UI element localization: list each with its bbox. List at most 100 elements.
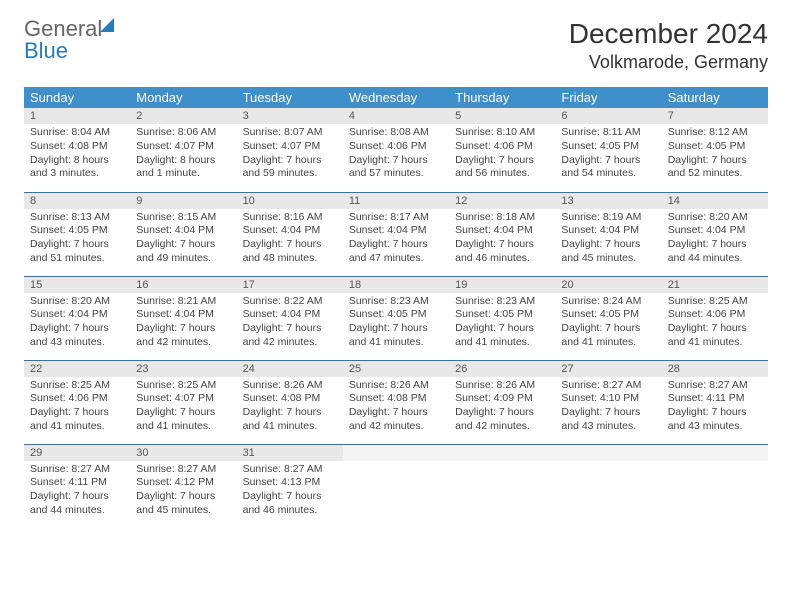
day-header: Monday	[130, 87, 236, 108]
calendar-cell: 20Sunrise: 8:24 AMSunset: 4:05 PMDayligh…	[555, 276, 661, 360]
calendar-cell: 30Sunrise: 8:27 AMSunset: 4:12 PMDayligh…	[130, 444, 236, 528]
sunset-text: Sunset: 4:05 PM	[561, 140, 655, 154]
daylight-text: Daylight: 7 hours and 41 minutes.	[30, 406, 124, 433]
calendar-cell: 7Sunrise: 8:12 AMSunset: 4:05 PMDaylight…	[662, 108, 768, 192]
sunset-text: Sunset: 4:10 PM	[561, 392, 655, 406]
sunrise-text: Sunrise: 8:25 AM	[30, 379, 124, 393]
daylight-text: Daylight: 7 hours and 48 minutes.	[243, 238, 337, 265]
calendar-cell: ..	[662, 444, 768, 528]
day-number: 31	[237, 445, 343, 461]
calendar-cell: 4Sunrise: 8:08 AMSunset: 4:06 PMDaylight…	[343, 108, 449, 192]
sunrise-text: Sunrise: 8:07 AM	[243, 126, 337, 140]
sunrise-text: Sunrise: 8:26 AM	[243, 379, 337, 393]
day-body: Sunrise: 8:25 AMSunset: 4:06 PMDaylight:…	[24, 377, 130, 438]
daylight-text: Daylight: 7 hours and 42 minutes.	[349, 406, 443, 433]
daylight-text: Daylight: 7 hours and 43 minutes.	[30, 322, 124, 349]
calendar-cell: 12Sunrise: 8:18 AMSunset: 4:04 PMDayligh…	[449, 192, 555, 276]
sunset-text: Sunset: 4:04 PM	[243, 308, 337, 322]
sunset-text: Sunset: 4:04 PM	[561, 224, 655, 238]
sunset-text: Sunset: 4:04 PM	[136, 224, 230, 238]
daylight-text: Daylight: 7 hours and 41 minutes.	[349, 322, 443, 349]
sunrise-text: Sunrise: 8:21 AM	[136, 295, 230, 309]
day-body: Sunrise: 8:11 AMSunset: 4:05 PMDaylight:…	[555, 124, 661, 185]
sunset-text: Sunset: 4:09 PM	[455, 392, 549, 406]
sunset-text: Sunset: 4:07 PM	[136, 140, 230, 154]
day-number: 24	[237, 361, 343, 377]
sunset-text: Sunset: 4:12 PM	[136, 476, 230, 490]
day-body: Sunrise: 8:27 AMSunset: 4:11 PMDaylight:…	[662, 377, 768, 438]
sunrise-text: Sunrise: 8:11 AM	[561, 126, 655, 140]
calendar-cell: 3Sunrise: 8:07 AMSunset: 4:07 PMDaylight…	[237, 108, 343, 192]
calendar-cell: 27Sunrise: 8:27 AMSunset: 4:10 PMDayligh…	[555, 360, 661, 444]
daylight-text: Daylight: 7 hours and 44 minutes.	[30, 490, 124, 517]
daylight-text: Daylight: 8 hours and 1 minute.	[136, 154, 230, 181]
calendar-cell: 1Sunrise: 8:04 AMSunset: 4:08 PMDaylight…	[24, 108, 130, 192]
sunrise-text: Sunrise: 8:20 AM	[668, 211, 762, 225]
calendar-week: 1Sunrise: 8:04 AMSunset: 4:08 PMDaylight…	[24, 108, 768, 192]
sunset-text: Sunset: 4:04 PM	[668, 224, 762, 238]
sunset-text: Sunset: 4:05 PM	[349, 308, 443, 322]
calendar-cell: 13Sunrise: 8:19 AMSunset: 4:04 PMDayligh…	[555, 192, 661, 276]
day-body: Sunrise: 8:18 AMSunset: 4:04 PMDaylight:…	[449, 209, 555, 270]
day-body: Sunrise: 8:23 AMSunset: 4:05 PMDaylight:…	[449, 293, 555, 354]
sunset-text: Sunset: 4:11 PM	[668, 392, 762, 406]
day-header: Wednesday	[343, 87, 449, 108]
sunset-text: Sunset: 4:08 PM	[243, 392, 337, 406]
sunset-text: Sunset: 4:04 PM	[30, 308, 124, 322]
calendar-week: 29Sunrise: 8:27 AMSunset: 4:11 PMDayligh…	[24, 444, 768, 528]
day-body: Sunrise: 8:25 AMSunset: 4:07 PMDaylight:…	[130, 377, 236, 438]
daylight-text: Daylight: 7 hours and 43 minutes.	[668, 406, 762, 433]
day-number: 4	[343, 108, 449, 124]
day-body: Sunrise: 8:06 AMSunset: 4:07 PMDaylight:…	[130, 124, 236, 185]
day-number: 7	[662, 108, 768, 124]
sunrise-text: Sunrise: 8:26 AM	[455, 379, 549, 393]
sunset-text: Sunset: 4:05 PM	[455, 308, 549, 322]
day-header: Sunday	[24, 87, 130, 108]
calendar-cell: 10Sunrise: 8:16 AMSunset: 4:04 PMDayligh…	[237, 192, 343, 276]
calendar-cell: 6Sunrise: 8:11 AMSunset: 4:05 PMDaylight…	[555, 108, 661, 192]
calendar-cell: 18Sunrise: 8:23 AMSunset: 4:05 PMDayligh…	[343, 276, 449, 360]
calendar-cell: 25Sunrise: 8:26 AMSunset: 4:08 PMDayligh…	[343, 360, 449, 444]
day-number: 18	[343, 277, 449, 293]
daylight-text: Daylight: 7 hours and 41 minutes.	[668, 322, 762, 349]
day-body: Sunrise: 8:21 AMSunset: 4:04 PMDaylight:…	[130, 293, 236, 354]
daylight-text: Daylight: 7 hours and 46 minutes.	[455, 238, 549, 265]
sunrise-text: Sunrise: 8:16 AM	[243, 211, 337, 225]
day-body: Sunrise: 8:26 AMSunset: 4:08 PMDaylight:…	[237, 377, 343, 438]
day-body: Sunrise: 8:27 AMSunset: 4:10 PMDaylight:…	[555, 377, 661, 438]
sunrise-text: Sunrise: 8:27 AM	[30, 463, 124, 477]
page-header: General Blue December 2024 Volkmarode, G…	[24, 18, 768, 73]
day-header: Tuesday	[237, 87, 343, 108]
daylight-text: Daylight: 7 hours and 43 minutes.	[561, 406, 655, 433]
sunset-text: Sunset: 4:07 PM	[136, 392, 230, 406]
day-body: Sunrise: 8:27 AMSunset: 4:11 PMDaylight:…	[24, 461, 130, 522]
day-number: 28	[662, 361, 768, 377]
day-body: Sunrise: 8:27 AMSunset: 4:12 PMDaylight:…	[130, 461, 236, 522]
sunset-text: Sunset: 4:04 PM	[455, 224, 549, 238]
day-number: 17	[237, 277, 343, 293]
day-number: 30	[130, 445, 236, 461]
day-number: 21	[662, 277, 768, 293]
day-body: Sunrise: 8:15 AMSunset: 4:04 PMDaylight:…	[130, 209, 236, 270]
day-body: Sunrise: 8:26 AMSunset: 4:09 PMDaylight:…	[449, 377, 555, 438]
calendar-cell: ..	[343, 444, 449, 528]
day-number: 6	[555, 108, 661, 124]
day-number: 25	[343, 361, 449, 377]
day-header: Friday	[555, 87, 661, 108]
sunrise-text: Sunrise: 8:13 AM	[30, 211, 124, 225]
daylight-text: Daylight: 7 hours and 56 minutes.	[455, 154, 549, 181]
sunset-text: Sunset: 4:06 PM	[30, 392, 124, 406]
daylight-text: Daylight: 7 hours and 54 minutes.	[561, 154, 655, 181]
day-body: Sunrise: 8:25 AMSunset: 4:06 PMDaylight:…	[662, 293, 768, 354]
day-body: Sunrise: 8:23 AMSunset: 4:05 PMDaylight:…	[343, 293, 449, 354]
sunset-text: Sunset: 4:07 PM	[243, 140, 337, 154]
calendar-table: SundayMondayTuesdayWednesdayThursdayFrid…	[24, 87, 768, 528]
day-body: Sunrise: 8:07 AMSunset: 4:07 PMDaylight:…	[237, 124, 343, 185]
day-number: 5	[449, 108, 555, 124]
daylight-text: Daylight: 7 hours and 42 minutes.	[455, 406, 549, 433]
brand-word2: Blue	[24, 38, 68, 63]
calendar-cell: 22Sunrise: 8:25 AMSunset: 4:06 PMDayligh…	[24, 360, 130, 444]
calendar-body: 1Sunrise: 8:04 AMSunset: 4:08 PMDaylight…	[24, 108, 768, 528]
sunrise-text: Sunrise: 8:04 AM	[30, 126, 124, 140]
calendar-cell: 19Sunrise: 8:23 AMSunset: 4:05 PMDayligh…	[449, 276, 555, 360]
